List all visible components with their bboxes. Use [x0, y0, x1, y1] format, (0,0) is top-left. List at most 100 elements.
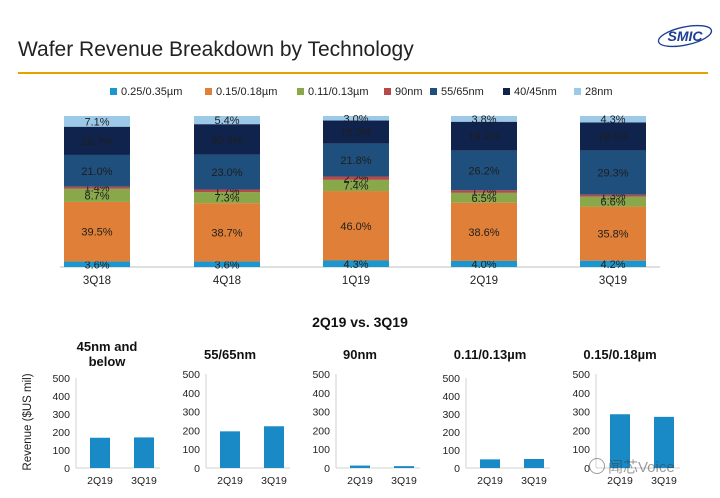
bar-2q19 [90, 437, 110, 468]
bar-segment-40-45nm-1q19 [323, 120, 389, 144]
y-tick-label: 0 [64, 463, 70, 475]
legend-item-28nm: 28nm [574, 86, 613, 98]
x-tick-label: 3Q19 [599, 275, 627, 287]
bar-segment-0-25-0-35-m-2q19 [451, 260, 517, 267]
logo-swoosh [657, 24, 713, 48]
y-tick-label: 100 [182, 444, 200, 456]
bar-segment-40-45nm-4q18 [194, 124, 260, 155]
y-tick-label: 100 [52, 445, 70, 457]
bar-3q19 [134, 437, 154, 468]
small-chart-plot: 0 100 200 300 400 500 2Q19 3Q19 [312, 369, 420, 487]
x-tick-label: 3Q18 [83, 275, 111, 287]
data-label: 4.2% [600, 259, 625, 271]
bar-segment-0-11-0-13-m-3q19 [580, 196, 646, 207]
legend-item-90nm: 90nm [384, 86, 423, 98]
bar-segment-0-15-0-18-m-3q18 [64, 201, 130, 262]
bar-segment-40-45nm-2q19 [451, 121, 517, 151]
bar-segment-0-11-0-13-m-4q18 [194, 192, 260, 204]
small-chart-90nm: 90nm 0 100 200 300 400 500 2Q19 3Q19 [298, 330, 422, 496]
legend-item-0-11-0-13-m: 0.11/0.13µm [297, 86, 369, 98]
y-tick-label: 400 [182, 388, 200, 400]
data-label: 38.7% [211, 227, 242, 239]
data-label: 18.5% [597, 131, 628, 143]
small-chart-45nm-and-below: 45nm and below 0 100 200 300 400 500 2Q19 3Q19 [38, 330, 162, 496]
bar-segment-90nm-4q18 [194, 189, 260, 193]
data-label: 19.2% [468, 131, 499, 143]
small-chart-title: 0.15/0.18µm [583, 347, 657, 362]
y-tick-label: 200 [312, 425, 330, 437]
y-axis-label: Revenue ($US mil) [22, 373, 34, 471]
x-tick-label: 1Q19 [342, 275, 370, 287]
y-tick-label: 100 [572, 444, 590, 456]
data-label: 7.1% [84, 116, 109, 128]
bar-segment-28nm-4q18 [194, 116, 260, 125]
x-tick-label: 3Q19 [521, 475, 547, 487]
bar-segment-0-15-0-18-m-3q19 [580, 206, 646, 261]
small-chart-0-11-0-13-m: 0.11/0.13µm 0 100 200 300 400 500 2Q19 3Q19 [428, 330, 552, 496]
small-chart-title: 90nm [343, 347, 377, 362]
data-label: 7.3% [214, 193, 239, 205]
data-label: 3.0% [343, 113, 368, 125]
y-tick-label: 500 [182, 369, 200, 381]
data-label: 8.7% [84, 190, 109, 202]
data-label: 20.3% [211, 134, 242, 146]
data-label: 23.0% [211, 167, 242, 179]
title-underline [18, 72, 708, 74]
legend-swatch [110, 88, 117, 95]
x-tick-label: 2Q19 [347, 475, 373, 487]
bar-segment-40-45nm-3q19 [580, 122, 646, 151]
y-tick-label: 400 [52, 391, 70, 403]
bar-segment-55-65nm-1q19 [323, 143, 389, 177]
legend-label: 28nm [585, 86, 613, 98]
y-tick-label: 300 [182, 407, 200, 419]
bar-segment-28nm-3q18 [64, 116, 130, 127]
watermark-text: 闻芯Voice [608, 459, 675, 476]
data-label: 6.5% [471, 193, 496, 205]
data-label: 38.6% [468, 227, 499, 239]
y-tick-label: 100 [312, 444, 330, 456]
small-chart-55-65nm: 55/65nm 0 100 200 300 400 500 2Q19 3Q19 [168, 330, 292, 496]
y-tick-label: 500 [52, 373, 70, 385]
y-tick-label: 0 [324, 463, 330, 475]
watermark: 闻芯Voice [589, 456, 675, 477]
y-tick-label: 0 [194, 463, 200, 475]
wechat-icon [589, 458, 605, 474]
x-tick-label: 3Q19 [261, 475, 287, 487]
data-label: 21.0% [81, 166, 112, 178]
y-tick-label: 300 [572, 407, 590, 419]
x-tick-label: 2Q19 [477, 475, 503, 487]
small-chart-title: 0.11/0.13µm [453, 347, 527, 362]
data-label: 39.5% [81, 227, 112, 239]
data-label: 6.6% [600, 197, 625, 209]
legend-swatch [574, 88, 581, 95]
bar-segment-0-15-0-18-m-4q18 [194, 203, 260, 262]
bar-segment-55-65nm-4q18 [194, 154, 260, 190]
legend-label: 90nm [395, 86, 423, 98]
y-tick-label: 300 [312, 407, 330, 419]
legend-swatch [430, 88, 437, 95]
bar-segment-0-11-0-13-m-1q19 [323, 179, 389, 192]
y-tick-label: 200 [572, 425, 590, 437]
bar-segment-28nm-1q19 [323, 116, 389, 121]
data-label: 3.6% [214, 259, 239, 271]
y-tick-label: 500 [442, 373, 460, 385]
page-title: Wafer Revenue Breakdown by Technology [18, 38, 414, 61]
legend-item-0-25-0-35-m: 0.25/0.35µm [110, 86, 182, 98]
bar-segment-90nm-3q18 [64, 186, 130, 189]
legend-label: 55/65nm [441, 86, 484, 98]
bar-segment-40-45nm-3q18 [64, 126, 130, 155]
y-tick-label: 0 [584, 463, 590, 475]
data-label: 26.2% [468, 166, 499, 178]
bar-3q19 [264, 426, 284, 468]
bar-2q19 [350, 465, 370, 468]
bar-segment-90nm-2q19 [451, 190, 517, 193]
data-label: 35.8% [597, 229, 628, 241]
bar-segment-0-25-0-35-m-3q19 [580, 260, 646, 267]
small-chart-plot: 0 100 200 300 400 500 2Q19 3Q19 [572, 369, 680, 487]
bar-segment-0-15-0-18-m-2q19 [451, 202, 517, 261]
bar-3q19 [654, 416, 674, 468]
x-tick-label: 2Q19 [217, 475, 243, 487]
small-chart-plot: 0 100 200 300 400 500 2Q19 3Q19 [52, 373, 160, 487]
bar-3q19 [524, 459, 544, 468]
data-label: 4.0% [471, 259, 496, 271]
